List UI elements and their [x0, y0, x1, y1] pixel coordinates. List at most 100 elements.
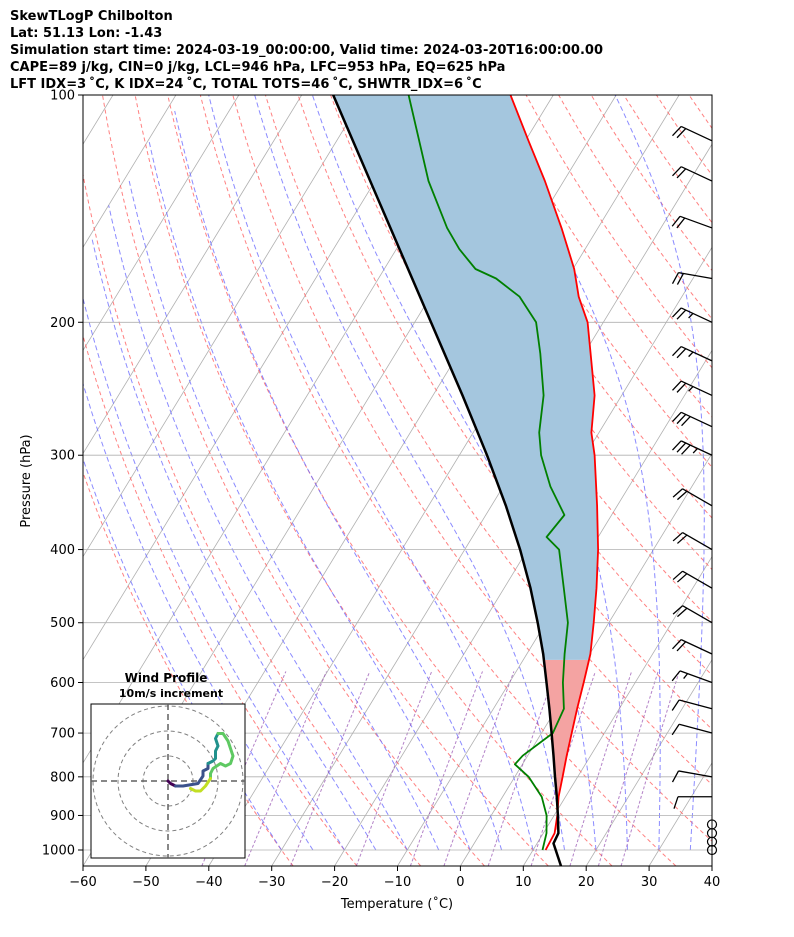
barb-flag — [676, 573, 688, 583]
wind-barb — [671, 271, 713, 285]
y-tick-label: 700 — [50, 727, 75, 742]
moist-adiabat-line — [208, 95, 534, 851]
parcel-profile — [332, 95, 563, 866]
barb-flag — [672, 605, 683, 615]
wind-barb — [672, 488, 713, 507]
hodograph-trace — [209, 732, 235, 780]
wind-barb — [672, 440, 713, 456]
isotherm-line — [711, 865, 712, 866]
isotherm-line — [585, 658, 712, 866]
mixing-ratio-line — [620, 671, 680, 866]
hodograph-title: Wind Profile — [125, 671, 208, 685]
hodograph-plot — [91, 704, 245, 858]
wind-barb — [672, 166, 713, 182]
barb-flag — [672, 126, 682, 137]
wind-barb — [672, 639, 713, 655]
barb-flag — [676, 309, 687, 320]
dry-adiabat-line — [297, 95, 712, 730]
moist-adiabat-line — [83, 296, 345, 851]
profile-lines — [332, 95, 599, 866]
hodograph-trace — [206, 732, 220, 765]
x-tick-label: 0 — [456, 875, 464, 890]
isotherm-line — [83, 95, 428, 661]
barb-staff — [678, 723, 713, 734]
barb-flag — [672, 411, 682, 422]
mixing-ratio-line — [487, 671, 556, 866]
y-tick-label: 500 — [50, 616, 75, 631]
x-tick-label: 20 — [578, 875, 595, 890]
mixing-ratio-line — [597, 671, 659, 866]
wind-barb — [671, 723, 713, 736]
barb-half-flag — [688, 386, 694, 392]
dry-adiabat-line — [264, 95, 712, 786]
dry-adiabat-line — [623, 95, 712, 224]
hodograph-trace — [166, 779, 177, 788]
wind-barb — [672, 380, 713, 397]
dry-adiabat-line — [460, 95, 712, 468]
x-tick-label: −60 — [69, 875, 96, 890]
wind-barb — [672, 345, 713, 362]
x-tick-label: −40 — [195, 875, 222, 890]
calm-wind-circle — [706, 819, 718, 830]
dry-adiabat-line — [134, 95, 549, 866]
y-tick-label: 200 — [50, 316, 75, 331]
dewpoint-profile — [407, 95, 569, 851]
barb-staff — [682, 488, 713, 507]
barb-staff — [680, 345, 713, 362]
isotherm-line — [83, 95, 240, 352]
moist-adiabat-line — [91, 238, 377, 851]
dry-adiabat-line — [754, 95, 794, 866]
barb-staff — [682, 531, 713, 551]
wind-barb — [672, 570, 713, 589]
barb-flag — [676, 534, 688, 544]
x-tick-label: 40 — [704, 875, 721, 890]
wind-barb — [671, 670, 713, 684]
barb-half-flag — [683, 673, 689, 679]
wind-profile-hodograph: Wind Profile 10m/s increment — [90, 671, 246, 859]
moist-adiabat-line — [614, 95, 705, 851]
barb-flag — [676, 382, 687, 393]
wind-barb — [672, 531, 713, 551]
indices-line-1: CAPE=89 j/kg, CIN=0 j/kg, LCL=946 hPa, L… — [10, 60, 506, 75]
barb-staff — [680, 639, 713, 655]
temperature-profile — [509, 95, 599, 851]
moist-adiabat-line — [311, 95, 597, 851]
y-tick-label: 800 — [50, 770, 75, 785]
moist-adiabat-line — [148, 140, 471, 851]
times-line: Simulation start time: 2024-03-19_00:00:… — [10, 43, 603, 58]
location-line: Lat: 51.13 Lon: -1.43 — [10, 26, 163, 41]
hodograph-subtitle: 10m/s increment — [119, 687, 223, 700]
barb-staff — [682, 570, 713, 589]
barb-flag — [672, 346, 682, 357]
barb-half-flag — [688, 312, 694, 319]
moist-adiabat-line — [485, 95, 661, 850]
chart-header: SkewTLogP Chilbolton Lat: 51.13 Lon: -1.… — [10, 8, 603, 93]
barb-flag — [676, 168, 687, 179]
barb-flag — [676, 217, 686, 229]
barb-staff — [679, 670, 713, 684]
x-tick-label: −10 — [384, 875, 411, 890]
wind-barb — [672, 307, 713, 323]
wind-barb — [673, 796, 712, 809]
barb-staff — [678, 271, 713, 280]
x-tick-label: −50 — [132, 875, 159, 890]
dry-adiabat-line — [83, 333, 358, 866]
y-tick-label: 1000 — [42, 844, 75, 859]
hodograph-trace — [174, 762, 210, 788]
barb-flag — [672, 488, 683, 498]
barb-staff — [680, 411, 713, 428]
barb-flag — [671, 770, 680, 783]
chart-title: SkewTLogP Chilbolton — [10, 9, 173, 24]
dry-adiabat-line — [102, 95, 485, 866]
barb-half-flag — [688, 351, 694, 358]
isotherm-line — [83, 95, 177, 249]
mixing-ratio-line — [355, 671, 433, 866]
dry-adiabat-line — [83, 470, 294, 866]
axis-ticks: −60 −50 −40 −30 −20 −10 0 10 20 30 40 100 200 300 400 5… — [42, 89, 720, 891]
indices-line-2: LFT IDX=3 ˚C, K IDX=24 ˚C, TOTAL TOTS=46… — [10, 77, 482, 92]
barb-staff — [678, 770, 713, 778]
cin-area — [543, 659, 589, 830]
barb-flag — [673, 796, 679, 809]
barb-flag — [681, 444, 691, 455]
